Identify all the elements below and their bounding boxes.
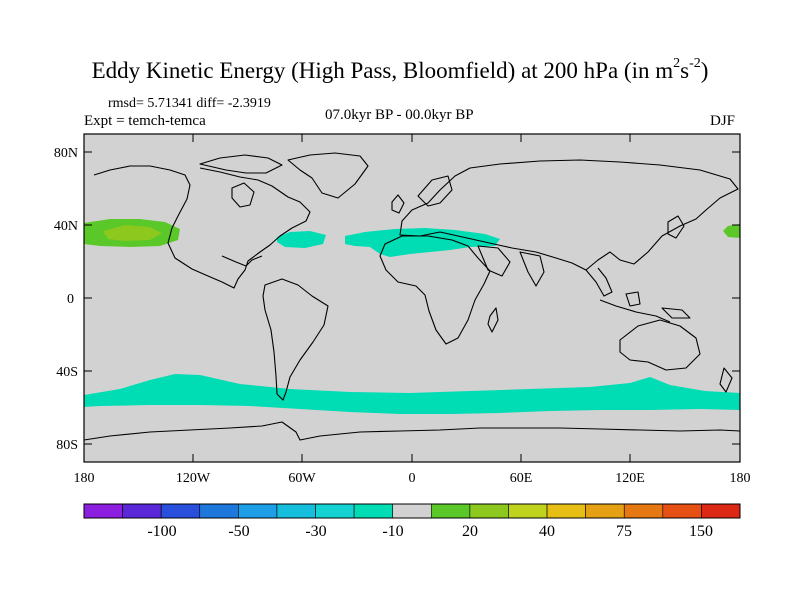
coast-gulf-of-mexico	[221, 255, 263, 267]
colorbar-swatch	[508, 503, 548, 519]
colorbar-label-neg30: -30	[305, 523, 326, 540]
colorbar-swatch	[585, 503, 625, 519]
coastlines	[84, 152, 740, 441]
coast-japan	[667, 215, 685, 239]
colorbar-swatch	[353, 503, 394, 519]
colorbar	[83, 503, 741, 519]
colorbar-swatch	[122, 503, 162, 519]
lat-label-0: 0	[67, 292, 74, 307]
coast-hudson-bay	[231, 182, 255, 208]
coast-africa	[379, 235, 491, 345]
coast-europe-asia	[399, 159, 739, 271]
coast-south-america	[262, 278, 329, 401]
lat-label-80s: 80S	[56, 438, 78, 453]
colorbar-swatch	[546, 503, 586, 519]
coast-antarctica	[84, 421, 740, 441]
colorbar-labels: -100 -50 -30 -10 20 40 75 150	[147, 523, 713, 540]
africa-atlantic-field	[345, 228, 500, 257]
colorbar-label-20: 20	[462, 523, 478, 540]
colorbar-label-40: 40	[539, 523, 555, 540]
lon-label-180w: 180	[74, 471, 95, 486]
colorbar-label-neg10: -10	[382, 523, 403, 540]
colorbar-swatch	[662, 503, 702, 519]
lat-label-40s: 40S	[56, 365, 78, 380]
colorbar-label-150: 150	[689, 523, 713, 540]
lon-label-60w: 60W	[288, 471, 316, 486]
coast-north-america	[93, 165, 311, 289]
colorbar-swatch	[430, 503, 471, 519]
north-atlantic-field	[277, 231, 326, 248]
colorbar-label-neg50: -50	[228, 523, 249, 540]
colorbar-swatch	[392, 503, 432, 519]
lon-labels: 180 120W 60W 0 60E 120E 180	[74, 471, 751, 486]
lon-label-60e: 60E	[510, 471, 533, 486]
lat-ticks	[84, 151, 740, 445]
colorbar-swatch	[315, 503, 355, 519]
colorbar-swatch	[701, 503, 741, 519]
dateline-east-field	[723, 224, 740, 238]
coast-india	[519, 251, 545, 287]
lat-label-80n: 80N	[54, 146, 78, 161]
experiment-label: Expt = temch-temca	[84, 113, 206, 129]
southern-ocean-band	[84, 374, 740, 414]
stats-label: rmsd= 5.71341 diff= -2.3919	[108, 96, 271, 111]
north-pacific-core	[103, 225, 162, 241]
lon-ticks	[83, 134, 741, 462]
lon-label-0: 0	[409, 471, 416, 486]
coast-new-zealand	[719, 367, 733, 393]
coast-new-guinea	[661, 307, 691, 319]
coast-canadian-arctic	[199, 154, 283, 174]
coast-madagascar	[487, 307, 499, 333]
colorbar-swatch	[199, 503, 239, 519]
colorbar-swatch	[469, 503, 509, 519]
coast-borneo	[625, 291, 641, 307]
coast-arabia	[477, 245, 511, 277]
coast-indonesia	[599, 299, 671, 323]
coast-australia	[619, 319, 701, 371]
coast-british-isles	[391, 194, 405, 214]
colorbar-swatch	[83, 503, 123, 519]
anomaly-fields	[84, 219, 740, 414]
period-label: 07.0kyr BP - 00.0kyr BP	[325, 107, 474, 123]
colorbar-frame	[83, 503, 741, 519]
colorbar-label-75: 75	[616, 523, 632, 540]
coast-greenland	[287, 152, 369, 199]
lat-label-40n: 40N	[54, 219, 78, 234]
colorbar-swatch	[276, 503, 316, 519]
lat-labels: 80N 40N 0 40S 80S	[54, 146, 78, 453]
lon-label-120w: 120W	[176, 471, 211, 486]
season-label: DJF	[710, 113, 736, 129]
coast-scandinavia	[417, 175, 453, 207]
lon-label-180e: 180	[730, 471, 751, 486]
chart-title: Eddy Kinetic Energy (High Pass, Bloomfie…	[91, 56, 709, 83]
colorbar-swatch	[623, 503, 664, 519]
colorbar-swatch	[238, 503, 278, 519]
coast-southeast-asia	[585, 267, 613, 297]
colorbar-swatch	[160, 503, 201, 519]
lon-label-120e: 120E	[615, 471, 645, 486]
colorbar-label-neg100: -100	[147, 523, 176, 540]
